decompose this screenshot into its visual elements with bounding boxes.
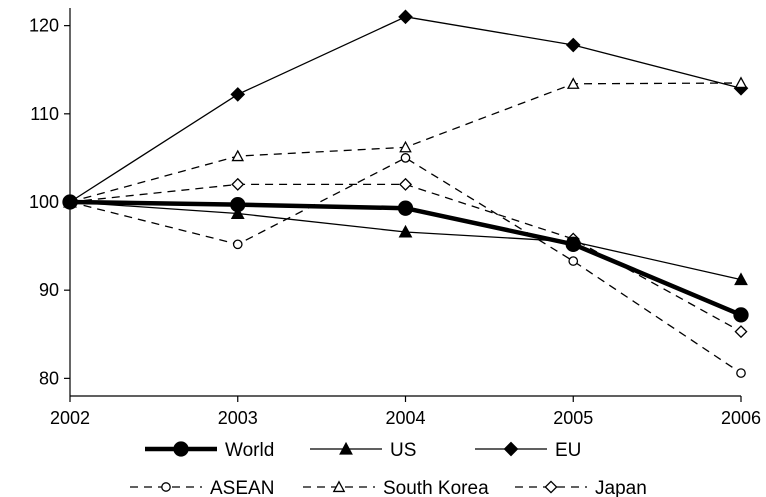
legend: World US EU ASEAN South Korea Japan bbox=[130, 440, 647, 497]
data-point-eu bbox=[230, 87, 246, 102]
series-line-world bbox=[69, 199, 742, 317]
y-tick-label: 120 bbox=[29, 16, 59, 36]
data-point-south-korea bbox=[231, 149, 245, 162]
data-point-world bbox=[397, 200, 414, 216]
axes: 80 90 100 110 120 2002 2003 2004 2005 2006 bbox=[29, 8, 761, 428]
data-point-world bbox=[733, 307, 749, 323]
x-tick-label: 2003 bbox=[218, 408, 258, 428]
data-point-asean bbox=[400, 153, 411, 163]
series-south-korea bbox=[63, 76, 748, 208]
legend-label-us: US bbox=[390, 440, 416, 461]
legend-label-asean: ASEAN bbox=[210, 478, 274, 497]
data-point-us bbox=[398, 224, 413, 238]
legend-item-eu: EU bbox=[475, 440, 581, 461]
data-point-eu bbox=[565, 37, 581, 53]
x-tick-label: 2002 bbox=[50, 408, 90, 428]
data-point-south-korea bbox=[734, 76, 748, 89]
data-point-japan bbox=[231, 177, 245, 191]
y-tick-label: 110 bbox=[30, 104, 59, 124]
legend-marker-japan bbox=[544, 480, 558, 494]
data-point-world bbox=[62, 194, 78, 210]
data-point-japan bbox=[398, 177, 413, 191]
legend-marker-us bbox=[339, 441, 353, 455]
legend-item-world: World bbox=[145, 440, 274, 461]
data-point-south-korea bbox=[399, 140, 412, 153]
series-layer bbox=[62, 9, 749, 378]
data-point-us bbox=[230, 206, 245, 220]
legend-marker-south-korea bbox=[332, 480, 346, 493]
legend-marker-eu bbox=[503, 441, 519, 457]
data-point-japan bbox=[734, 325, 748, 339]
legend-label-south-korea: South Korea bbox=[383, 478, 489, 497]
series-world bbox=[62, 194, 749, 323]
legend-item-us: US bbox=[310, 440, 416, 461]
data-point-asean bbox=[232, 239, 243, 250]
data-point-asean bbox=[736, 368, 746, 378]
legend-item-asean: ASEAN bbox=[130, 478, 274, 497]
y-tick-label: 80 bbox=[39, 368, 59, 388]
legend-label-eu: EU bbox=[555, 440, 581, 461]
series-line-asean bbox=[69, 157, 742, 374]
x-tick-label: 2004 bbox=[385, 408, 425, 428]
data-point-eu bbox=[398, 9, 413, 25]
legend-item-south-korea: South Korea bbox=[303, 478, 489, 497]
data-point-south-korea bbox=[566, 77, 580, 89]
data-point-world bbox=[565, 236, 581, 252]
data-point-asean bbox=[568, 256, 579, 266]
legend-marker-world bbox=[173, 441, 189, 457]
legend-item-japan: Japan bbox=[515, 478, 647, 497]
data-point-us bbox=[734, 272, 748, 286]
y-tick-label: 90 bbox=[39, 280, 59, 300]
x-tick-label: 2005 bbox=[553, 408, 593, 428]
x-tick-label: 2006 bbox=[721, 408, 761, 428]
legend-label-world: World bbox=[225, 440, 274, 461]
legend-label-japan: Japan bbox=[595, 478, 647, 497]
legend-marker-asean bbox=[161, 482, 171, 492]
data-point-world bbox=[230, 196, 246, 213]
y-tick-label: 100 bbox=[29, 192, 59, 212]
